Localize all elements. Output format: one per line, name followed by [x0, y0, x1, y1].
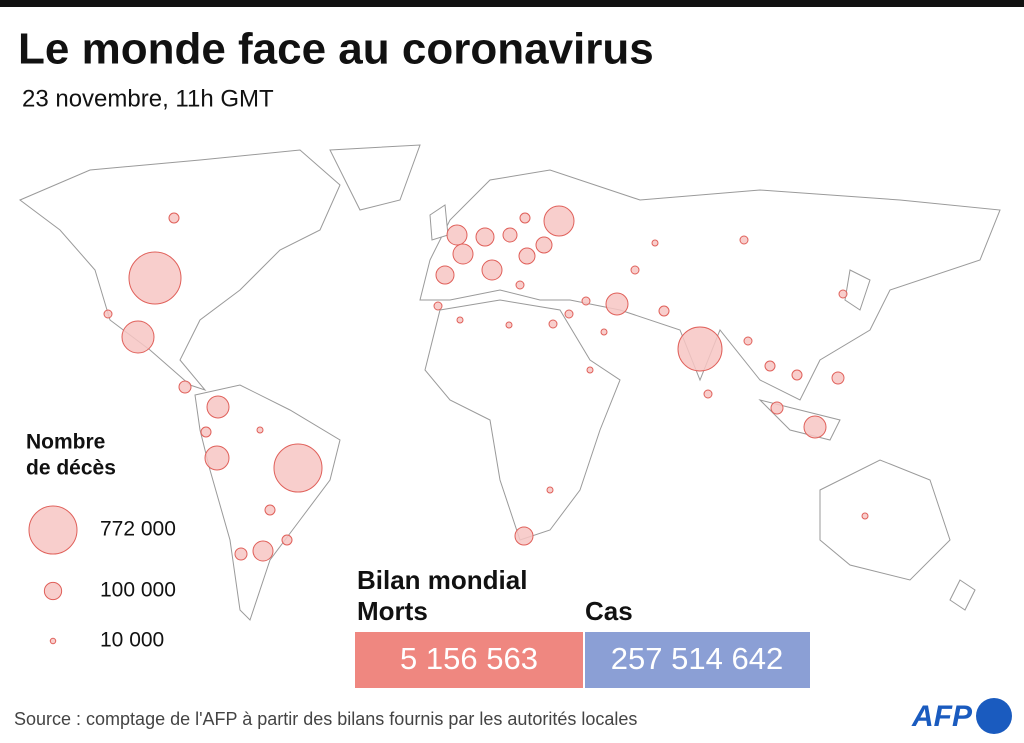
top-bar: [0, 0, 1024, 7]
legend-label: 772 000: [100, 518, 176, 541]
cases-value: 257 514 642: [611, 641, 783, 676]
cases-box: [585, 632, 810, 688]
death-bubbles: [103, 205, 869, 562]
summary-title: Bilan mondial: [357, 565, 527, 595]
source: Source : comptage de l'AFP à partir des …: [14, 709, 637, 729]
legend-title: Nombre: [26, 431, 105, 454]
legend: 772 000 100 000 10 000: [28, 505, 176, 652]
deaths-value: 5 156 563: [400, 641, 538, 676]
legend-circle: [43, 581, 63, 601]
deaths-box: [355, 632, 583, 688]
legend-label: 100 000: [100, 579, 176, 602]
subtitle: 23 novembre, 11h GMT: [22, 85, 274, 112]
deaths-label: Morts: [357, 596, 428, 626]
world-map: [19, 144, 1001, 621]
logo-circle: [976, 698, 1012, 734]
logo-text: AFP: [911, 700, 973, 733]
title: Le monde face au coronavirus: [18, 25, 654, 74]
cases-label: Cas: [585, 596, 633, 626]
legend-circle: [28, 505, 78, 555]
legend-label: 10 000: [100, 629, 164, 652]
legend-circle: [49, 637, 57, 645]
legend-title: de décès: [26, 457, 116, 480]
